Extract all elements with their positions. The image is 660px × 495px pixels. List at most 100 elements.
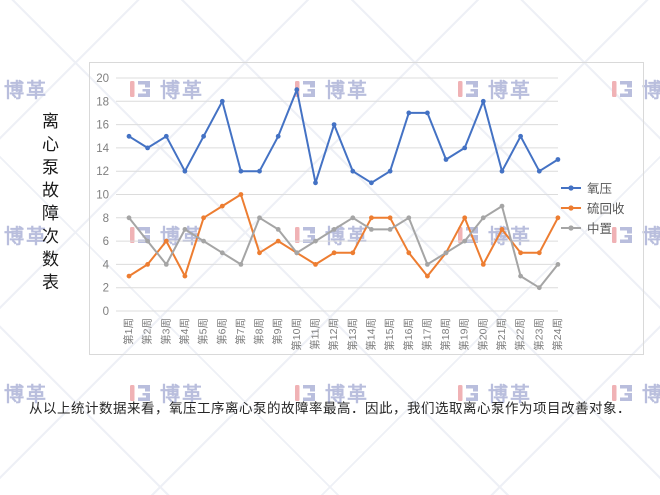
x-axis-tick-label: 第21周 <box>495 318 508 351</box>
data-point-marker <box>275 133 281 139</box>
brand-watermark-text: 博革 <box>642 226 660 248</box>
legend-label: 中置 <box>587 222 613 236</box>
x-axis-tick-label: 第20周 <box>476 318 489 351</box>
data-point-marker <box>499 203 505 209</box>
data-point-marker <box>387 168 393 174</box>
data-point-marker <box>294 250 300 256</box>
data-point-marker <box>443 250 449 256</box>
y-axis-tick-label: 8 <box>103 213 109 225</box>
y-axis-tick-label: 6 <box>103 236 109 248</box>
data-point-marker <box>126 133 132 139</box>
brand-watermark-text: 博革 <box>642 80 660 102</box>
brand-watermark: 博革 <box>0 74 48 103</box>
data-point-marker <box>536 285 542 291</box>
x-axis-tick-label: 第18周 <box>439 318 452 351</box>
data-point-marker <box>425 273 430 279</box>
x-axis-tick-label: 第22周 <box>514 318 527 351</box>
data-point-marker <box>518 133 523 139</box>
data-point-marker <box>406 215 412 221</box>
data-point-marker <box>480 262 486 267</box>
data-point-marker <box>555 157 561 162</box>
x-axis-tick-label: 第6周 <box>215 318 228 345</box>
data-point-marker <box>387 227 393 232</box>
data-point-marker <box>406 250 412 256</box>
chart-side-title: 离心泵故障次数表 <box>39 112 58 296</box>
y-axis-tick-label: 12 <box>96 166 109 178</box>
data-point-marker <box>555 262 561 267</box>
x-axis-tick-label: 第14周 <box>364 318 377 351</box>
data-point-marker <box>182 227 188 232</box>
legend-label: 硫回收 <box>587 202 625 216</box>
data-point-marker <box>257 250 262 256</box>
line-chart: 0 2 4 6 8 10 12 14 16 18 20 第1周 第2周 第3周 第4周 第5周 第6周 第7周 第8… <box>89 62 644 355</box>
data-point-marker <box>163 238 169 244</box>
data-point-marker <box>536 250 542 256</box>
data-point-marker <box>443 157 449 162</box>
y-axis-tick-label: 2 <box>103 283 109 295</box>
y-axis-tick-label: 16 <box>96 120 109 132</box>
data-point-marker <box>145 238 150 244</box>
data-point-marker <box>518 250 523 256</box>
data-point-marker <box>126 273 132 279</box>
x-axis-tick-label: 第15周 <box>383 318 396 351</box>
data-point-marker <box>201 133 206 139</box>
y-axis-tick-label: 14 <box>96 143 109 155</box>
data-point-marker <box>313 238 318 244</box>
data-point-marker <box>238 168 244 174</box>
data-point-marker <box>294 87 300 93</box>
data-point-marker <box>350 168 356 174</box>
data-point-marker <box>425 262 430 267</box>
data-point-marker <box>238 262 244 267</box>
data-point-marker <box>331 122 337 127</box>
data-point-marker <box>201 215 206 221</box>
data-point-marker <box>387 215 393 221</box>
data-point-marker <box>518 273 523 279</box>
data-point-marker <box>257 168 262 174</box>
legend-swatch-icon <box>561 184 581 191</box>
x-axis-tick-label: 第9周 <box>271 318 284 345</box>
data-point-marker <box>145 262 150 267</box>
x-axis-tick-label: 第23周 <box>532 318 545 351</box>
data-point-marker <box>163 262 169 267</box>
data-point-marker <box>425 110 430 116</box>
data-point-marker <box>369 215 374 221</box>
data-point-marker <box>163 133 169 139</box>
x-axis-tick-label: 第2周 <box>141 318 154 345</box>
x-axis-tick-label: 第7周 <box>234 318 247 345</box>
x-axis-tick-label: 第13周 <box>346 318 359 351</box>
data-point-marker <box>182 273 188 279</box>
x-axis-tick-label: 第17周 <box>420 318 433 351</box>
legend-item-series-2: 硫回收 <box>560 200 625 216</box>
data-point-marker <box>462 238 468 244</box>
data-point-marker <box>331 250 337 256</box>
data-point-marker <box>219 203 225 209</box>
data-point-marker <box>369 180 374 186</box>
y-axis-tick-label: 20 <box>96 73 109 85</box>
x-axis-tick-label: 第8周 <box>253 318 266 345</box>
x-axis-tick-label: 第3周 <box>159 318 172 345</box>
y-axis-tick-label: 0 <box>103 306 109 318</box>
x-axis-tick-label: 第1周 <box>122 318 135 345</box>
data-point-marker <box>480 215 486 221</box>
data-point-marker <box>350 215 356 221</box>
x-axis-tick-label: 第16周 <box>402 318 415 351</box>
data-point-marker <box>275 227 281 232</box>
x-axis-tick-label: 第19周 <box>458 318 471 351</box>
legend-swatch-icon <box>561 224 581 231</box>
data-point-marker <box>126 215 132 221</box>
x-axis-tick-label: 第4周 <box>178 318 191 345</box>
data-point-marker <box>536 168 542 174</box>
data-point-marker <box>313 180 318 186</box>
data-point-marker <box>182 168 188 174</box>
data-point-marker <box>238 192 244 197</box>
y-axis-tick-label: 10 <box>96 190 109 202</box>
x-axis-tick-label: 第10周 <box>290 318 303 351</box>
data-point-marker <box>480 98 486 104</box>
data-point-marker <box>201 238 206 244</box>
legend-item-series-1: 氧压 <box>560 180 625 196</box>
x-axis-tick-label: 第11周 <box>309 318 322 350</box>
data-point-marker <box>313 262 318 267</box>
x-axis-tick-label: 第24周 <box>551 318 564 351</box>
data-point-marker <box>499 168 505 174</box>
